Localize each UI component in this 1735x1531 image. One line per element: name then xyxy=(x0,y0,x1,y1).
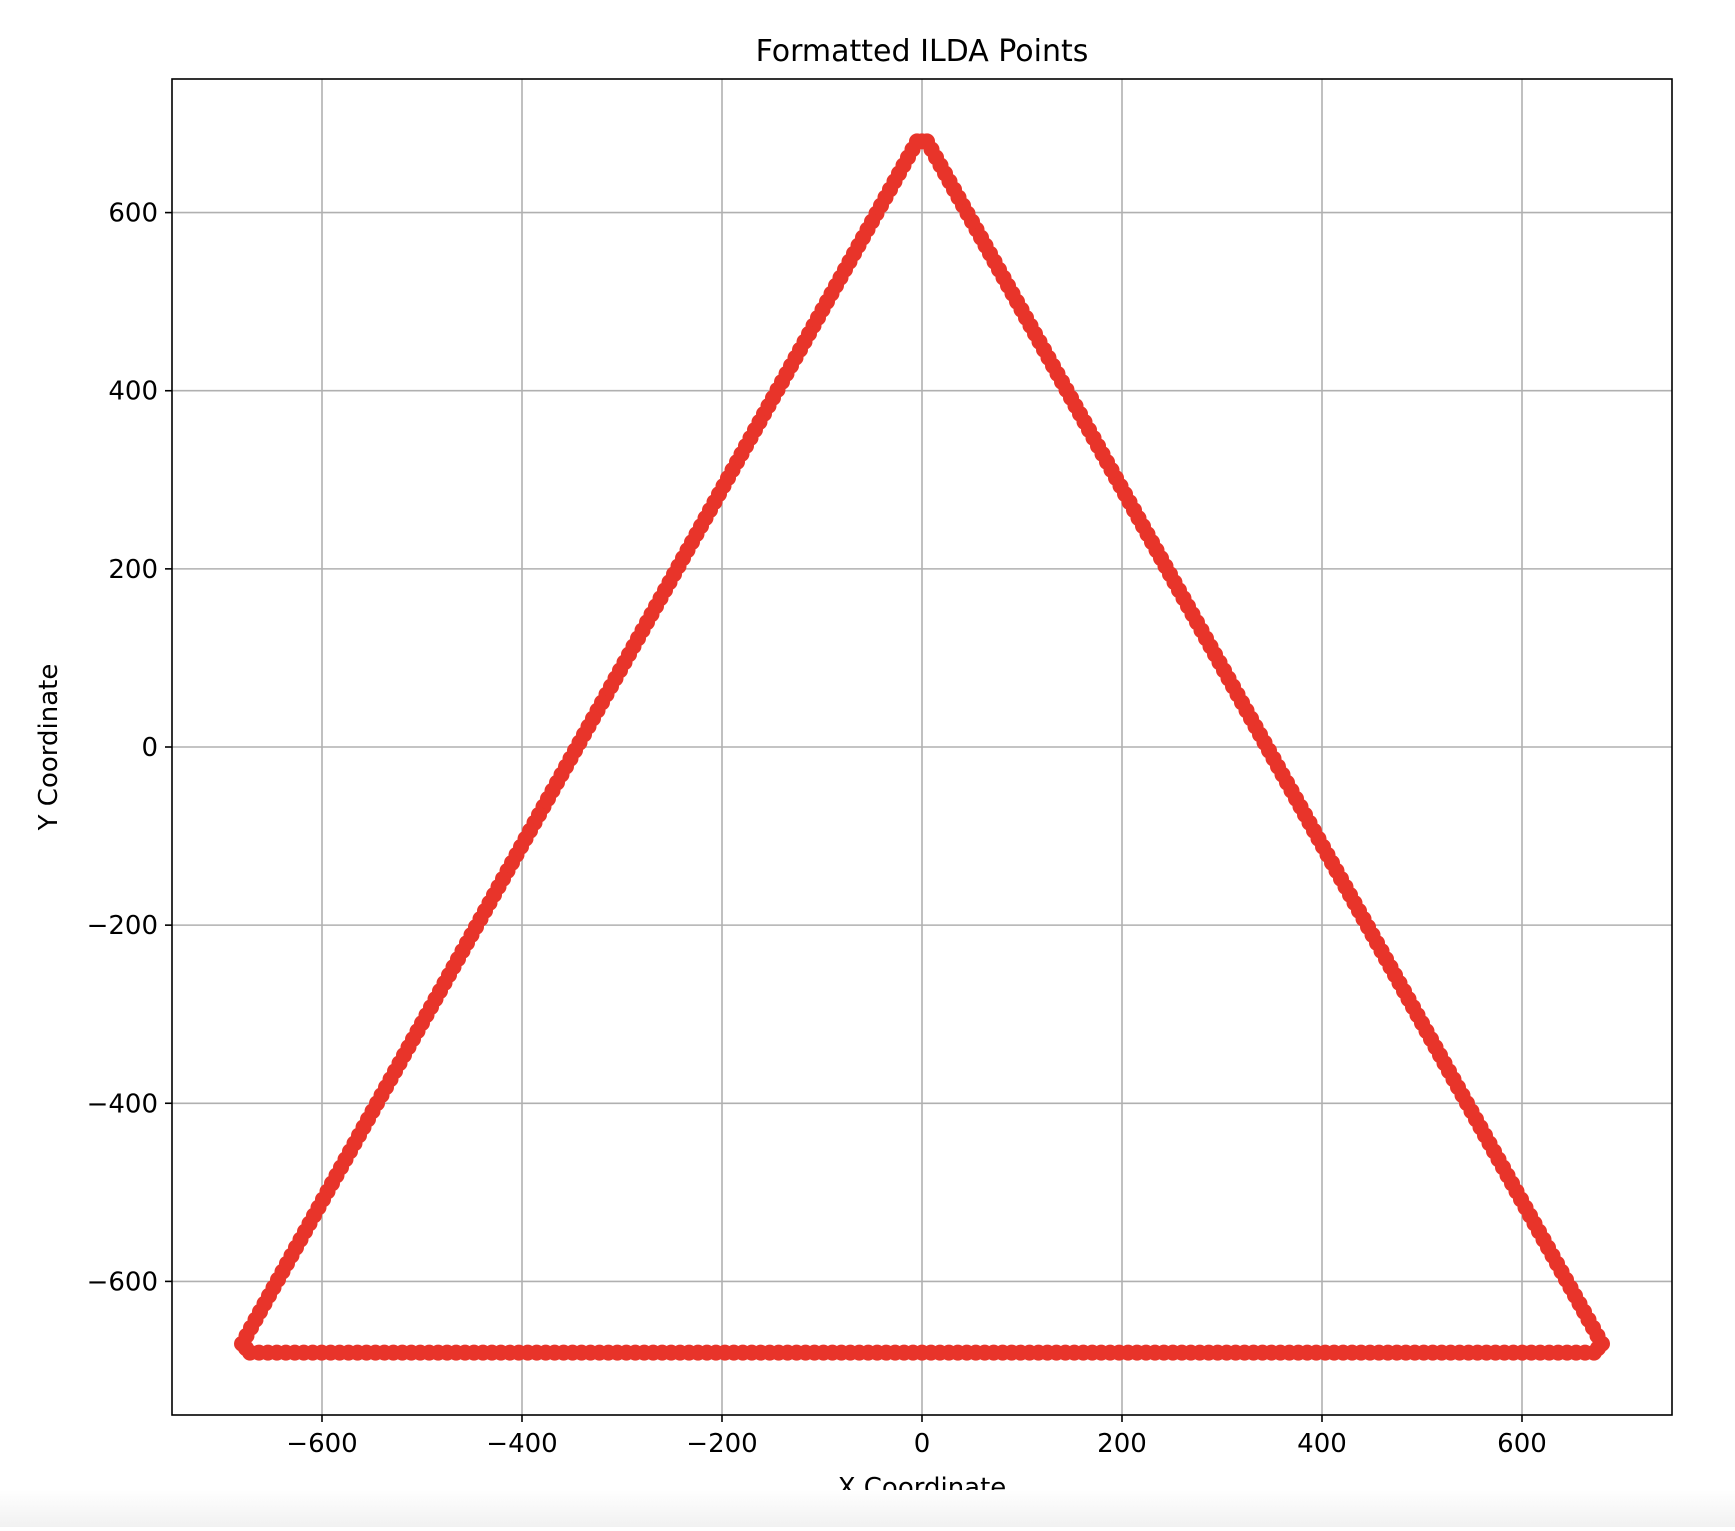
x-tick-label: 200 xyxy=(1097,1429,1147,1459)
y-tick-label: 400 xyxy=(108,377,158,407)
grid-lines xyxy=(172,79,1672,1415)
data-points xyxy=(234,133,1610,1361)
y-axis-ticks: −600 −400 −200 0 200 400 600 xyxy=(87,199,172,1297)
x-tick-label: −600 xyxy=(286,1429,357,1459)
y-tick-label: 600 xyxy=(108,199,158,229)
y-tick-label: 0 xyxy=(141,733,158,763)
y-tick-label: −600 xyxy=(87,1267,158,1297)
y-axis-label: Y Coordinate xyxy=(34,664,64,832)
x-tick-label: −200 xyxy=(686,1429,757,1459)
y-tick-label: −200 xyxy=(87,911,158,941)
window-bottom-edge xyxy=(0,1490,1735,1527)
x-axis-ticks: −600 −400 −200 0 200 400 600 xyxy=(286,1415,1547,1459)
chart-title: Formatted ILDA Points xyxy=(756,34,1089,69)
y-tick-label: 200 xyxy=(108,555,158,585)
x-tick-label: 600 xyxy=(1497,1429,1547,1459)
y-tick-label: −400 xyxy=(87,1089,158,1119)
x-tick-label: −400 xyxy=(486,1429,557,1459)
x-tick-label: 400 xyxy=(1297,1429,1347,1459)
data-point xyxy=(238,1327,255,1344)
x-tick-label: 0 xyxy=(914,1429,931,1459)
